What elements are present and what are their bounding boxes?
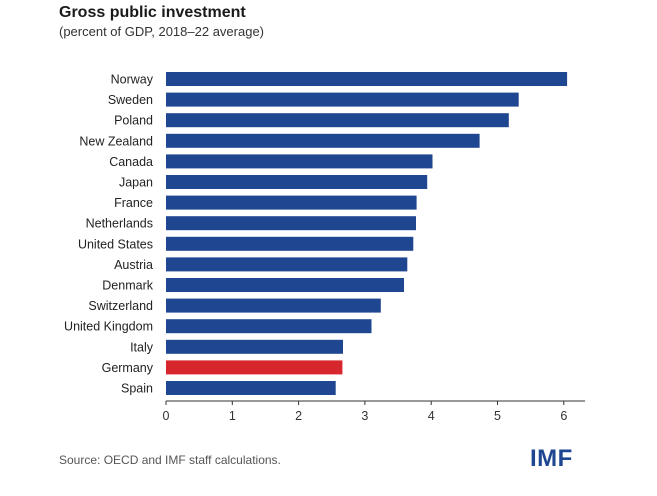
chart-title: Gross public investment — [59, 4, 246, 21]
category-label-spain: Spain — [121, 382, 153, 396]
category-label-austria: Austria — [114, 258, 153, 272]
bar-poland — [166, 113, 509, 128]
bar-denmark — [166, 278, 404, 292]
x-tick-label-1: 1 — [229, 409, 236, 423]
bar-switzerland — [166, 298, 381, 313]
category-label-canada: Canada — [109, 155, 153, 169]
bar-austria — [166, 257, 408, 272]
category-label-poland: Poland — [114, 114, 153, 128]
category-label-new-zealand: New Zealand — [79, 134, 153, 148]
category-label-netherlands: Netherlands — [86, 217, 153, 231]
category-label-united-states: United States — [78, 237, 153, 251]
category-label-switzerland: Switzerland — [88, 299, 153, 313]
bar-japan — [166, 175, 428, 189]
bar-sweden — [166, 92, 519, 107]
x-tick-label-6: 6 — [560, 409, 567, 423]
category-label-denmark: Denmark — [102, 279, 153, 293]
bar-france — [166, 195, 417, 210]
bar-united-kingdom — [166, 319, 372, 334]
bar-new-zealand — [166, 133, 480, 148]
bar-netherlands — [166, 216, 416, 231]
bar-italy — [166, 339, 343, 354]
category-label-france: France — [114, 196, 153, 210]
chart-subtitle: (percent of GDP, 2018–22 average) — [59, 24, 265, 39]
bar-norway — [166, 72, 568, 86]
category-label-germany: Germany — [102, 361, 154, 375]
x-tick-label-0: 0 — [163, 409, 170, 423]
category-label-sweden: Sweden — [108, 93, 153, 107]
x-tick-label-2: 2 — [295, 409, 302, 423]
bar-canada — [166, 154, 433, 169]
source-note: Source: OECD and IMF staff calculations. — [59, 453, 281, 467]
x-tick-label-4: 4 — [428, 409, 435, 423]
imf-logo: IMF — [530, 445, 573, 472]
bar-united-states — [166, 236, 414, 251]
category-label-japan: Japan — [119, 176, 153, 190]
x-tick-label-5: 5 — [494, 409, 501, 423]
category-label-united-kingdom: United Kingdom — [64, 320, 153, 334]
bar-chart: Norway Sweden Poland New Zealand Canada Japan… — [64, 72, 586, 423]
x-tick-label-3: 3 — [361, 409, 368, 423]
bar-spain — [166, 381, 336, 395]
bar-germany — [166, 360, 343, 375]
category-label-norway: Norway — [111, 73, 154, 87]
category-label-italy: Italy — [130, 340, 154, 354]
